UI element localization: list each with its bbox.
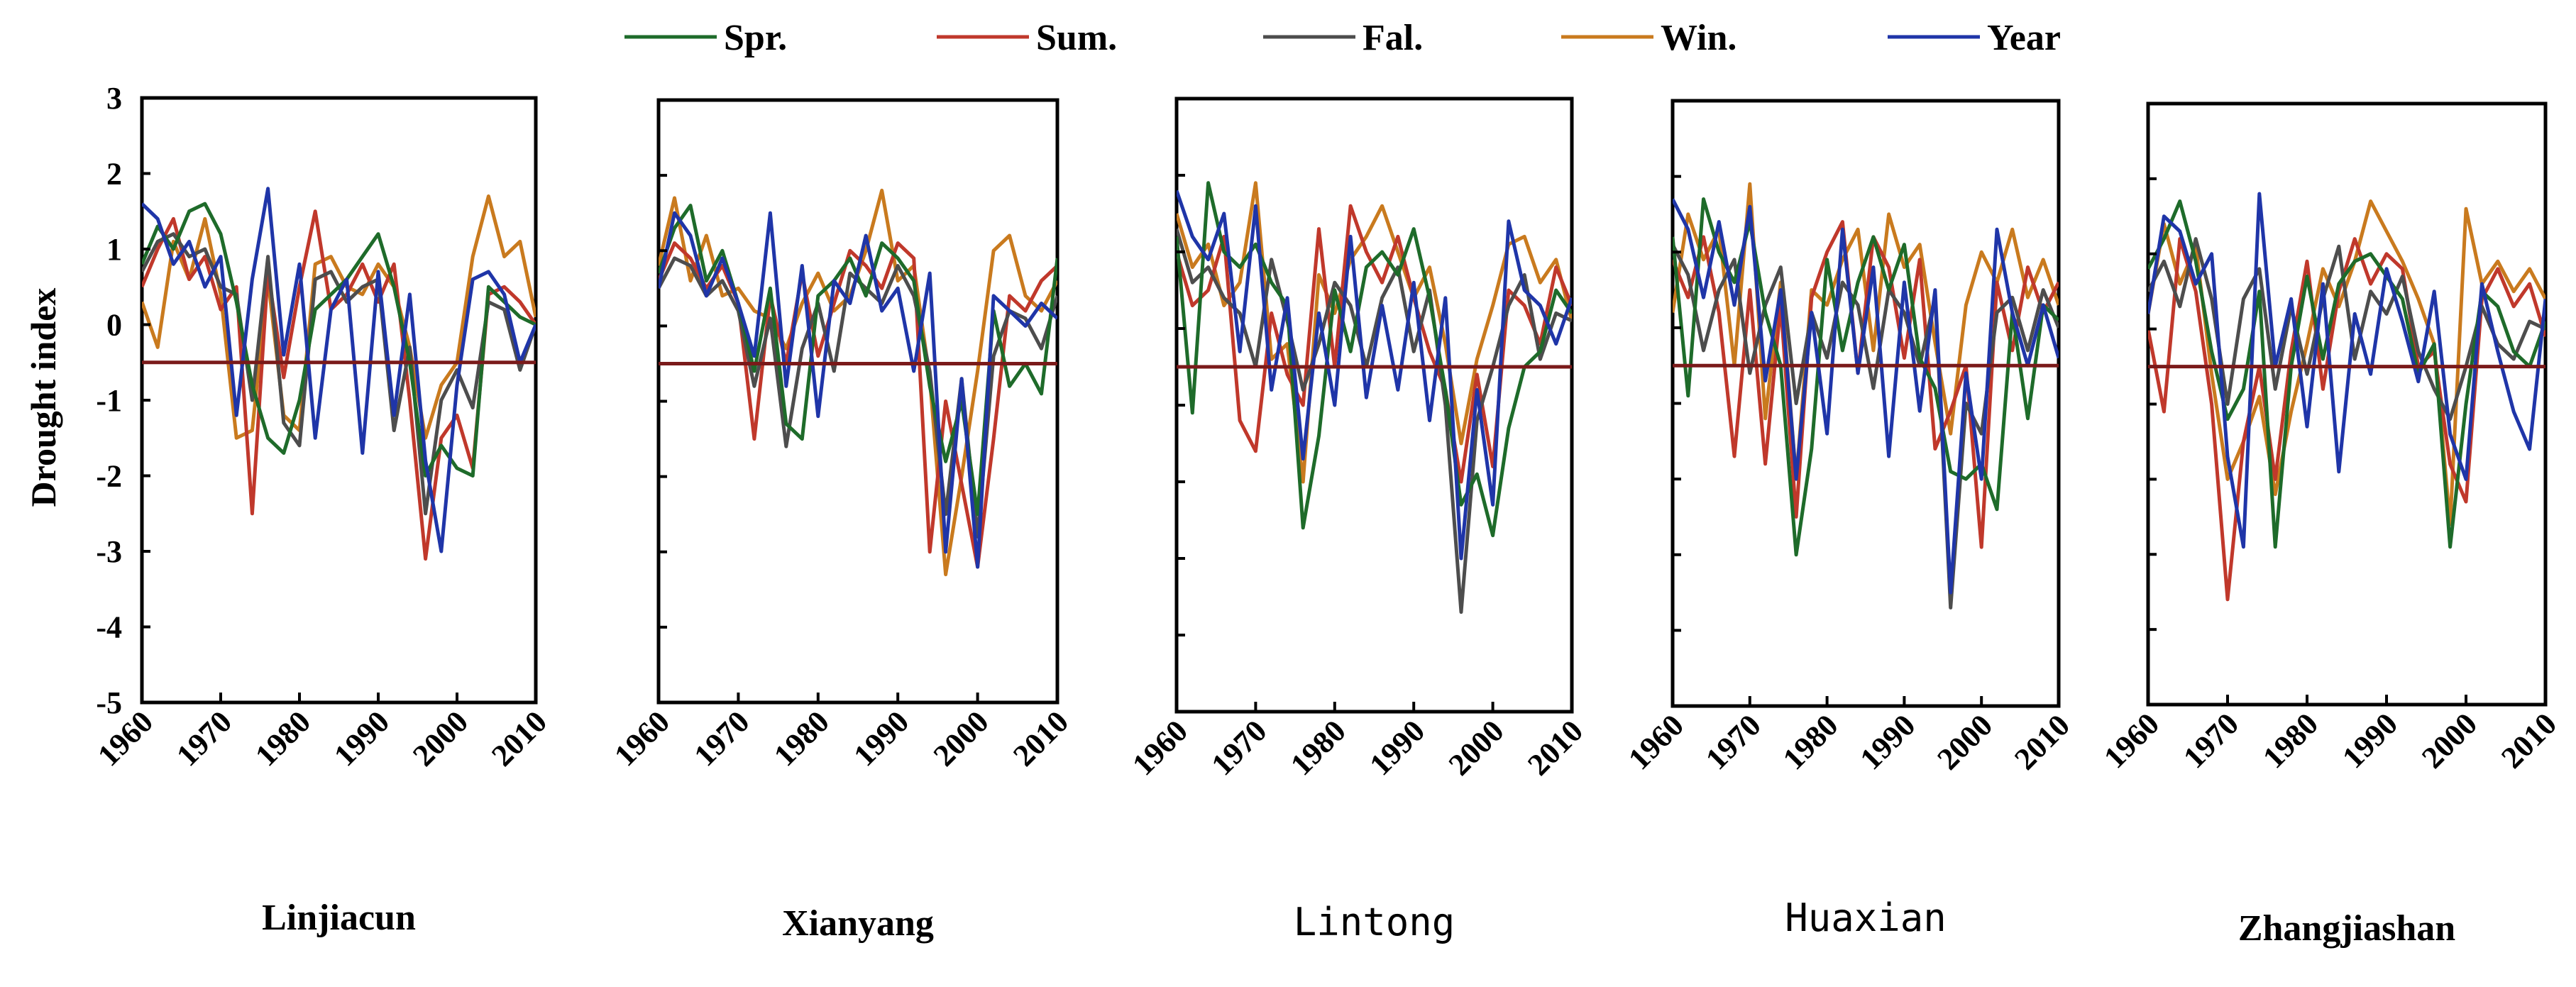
series-line-year-lintong xyxy=(1177,189,1572,561)
series-group-zhangjiashan xyxy=(2148,192,2545,602)
series-group-xianyang xyxy=(659,188,1057,577)
x-tick-label-2000-zhangjiashan: 2000 xyxy=(2415,706,2484,775)
station-name-lintong: Lintong xyxy=(1294,900,1455,944)
series-line-win-linjiacun xyxy=(142,194,536,440)
series-line-spr-lintong xyxy=(1177,181,1572,538)
x-tick-label-2010-lintong: 2010 xyxy=(1521,713,1590,782)
station-name-xianyang: Xianyang xyxy=(782,903,934,944)
station-panels: 1960 1970 1980 1990 2000 20103210-1-2-3-4-5Li… xyxy=(91,81,2563,949)
panel-zhangjiashan: 1960 1970 1980 1990 2000 2010 Zhangjiashan xyxy=(2097,101,2563,949)
y-axis-label: Drought index xyxy=(23,288,63,507)
x-tick-label-1990-xianyang: 1990 xyxy=(847,704,915,773)
y-tick-label-2-linjiacun: 2 xyxy=(106,157,122,192)
legend-item-fal: Fal. xyxy=(1263,18,1423,58)
y-tick-label-3-linjiacun: -3 xyxy=(96,534,122,569)
series-group-linjiacun xyxy=(142,187,536,561)
x-tick-label-1970-xianyang: 1970 xyxy=(688,704,756,773)
legend-label-year: Year xyxy=(1987,18,2061,58)
x-tick-label-2010-zhangjiashan: 2010 xyxy=(2494,706,2563,775)
series-line-spr-linjiacun xyxy=(142,202,536,478)
station-name-huaxian: Huaxian xyxy=(1785,895,1947,940)
x-tick-label-1960-huaxian: 1960 xyxy=(1622,707,1690,776)
legend-label-sum: Sum. xyxy=(1036,18,1117,58)
series-group-huaxian xyxy=(1673,182,2059,610)
plot-frame-lintong xyxy=(1174,97,1574,714)
x-tick-label-1970-linjiacun: 1970 xyxy=(170,704,238,773)
x-tick-label-2000-huaxian: 2000 xyxy=(1930,707,1999,776)
series-line-year-linjiacun xyxy=(142,187,536,553)
y-tick-label-0-linjiacun: 0 xyxy=(106,308,122,343)
y-axis-label-group: Drought index xyxy=(23,288,63,507)
y-tick-label-4-linjiacun: -4 xyxy=(96,610,122,645)
legend-label-spr: Spr. xyxy=(724,18,787,58)
series-line-year-zhangjiashan xyxy=(2148,192,2545,549)
x-tick-label-1990-lintong: 1990 xyxy=(1363,713,1431,782)
x-tick-label-1980-zhangjiashan: 1980 xyxy=(2256,706,2325,775)
panel-linjiacun: 1960 1970 1980 1990 2000 20103210-1-2-3-4-5Li… xyxy=(91,81,554,938)
x-tick-label-1990-huaxian: 1990 xyxy=(1854,707,1922,776)
legend-item-win: Win. xyxy=(1561,18,1736,58)
x-tick-label-2010-linjiacun: 2010 xyxy=(485,704,554,773)
series-line-win-zhangjiashan xyxy=(2148,199,2545,526)
series-line-spr-huaxian xyxy=(1673,197,2059,557)
x-tick-label-2000-lintong: 2000 xyxy=(1442,713,1511,782)
series-group-lintong xyxy=(1177,181,1572,614)
panel-xianyang: 1960 1970 1980 1990 2000 2010 Xianyang xyxy=(607,98,1075,944)
series-line-year-xianyang xyxy=(659,211,1057,569)
x-tick-label-2010-xianyang: 2010 xyxy=(1006,704,1075,773)
plot-frame-huaxian xyxy=(1670,99,2061,708)
y-tick-label-5-linjiacun: -5 xyxy=(96,685,122,720)
y-tick-label-3-linjiacun: 3 xyxy=(106,81,122,116)
y-tick-label-1-linjiacun: 1 xyxy=(106,232,122,267)
x-tick-label-2000-xianyang: 2000 xyxy=(927,704,996,773)
x-tick-label-1970-huaxian: 1970 xyxy=(1699,707,1768,776)
legend-item-spr: Spr. xyxy=(624,18,787,58)
x-tick-label-1990-zhangjiashan: 1990 xyxy=(2335,706,2404,775)
x-tick-label-1960-lintong: 1960 xyxy=(1125,713,1194,782)
y-tick-label-1-linjiacun: -1 xyxy=(96,383,122,418)
legend-item-year: Year xyxy=(1888,18,2061,58)
x-tick-label-1970-zhangjiashan: 1970 xyxy=(2176,706,2245,775)
plot-frame-linjiacun xyxy=(140,96,538,705)
series-line-sum-linjiacun xyxy=(142,209,536,561)
x-tick-label-1960-xianyang: 1960 xyxy=(607,704,676,773)
y-tick-label-2-linjiacun: -2 xyxy=(96,459,122,494)
panel-huaxian: 1960 1970 1980 1990 2000 2010 Huaxian xyxy=(1622,99,2076,940)
x-tick-label-2010-huaxian: 2010 xyxy=(2008,707,2076,776)
x-tick-label-1990-linjiacun: 1990 xyxy=(327,704,396,773)
x-tick-label-1980-huaxian: 1980 xyxy=(1776,707,1845,776)
legend-item-sum: Sum. xyxy=(937,18,1117,58)
series-line-year-huaxian xyxy=(1673,198,2059,595)
station-name-linjiacun: Linjiacun xyxy=(262,898,416,938)
x-tick-label-1960-zhangjiashan: 1960 xyxy=(2097,706,2166,775)
panel-lintong: 1960 1970 1980 1990 2000 2010 Lintong xyxy=(1125,97,1590,944)
x-tick-label-1980-linjiacun: 1980 xyxy=(248,704,317,773)
station-name-zhangjiashan: Zhangjiashan xyxy=(2238,908,2455,949)
legend-label-win: Win. xyxy=(1661,18,1736,58)
series-line-sum-xianyang xyxy=(659,241,1057,569)
x-tick-label-1980-lintong: 1980 xyxy=(1284,713,1353,782)
legend: Spr. Sum. Fal. Win. Year xyxy=(624,18,2061,58)
x-tick-label-1970-lintong: 1970 xyxy=(1205,713,1274,782)
legend-label-fal: Fal. xyxy=(1363,18,1423,58)
x-tick-label-1980-xianyang: 1980 xyxy=(767,704,836,773)
x-tick-label-2000-linjiacun: 2000 xyxy=(406,704,475,773)
